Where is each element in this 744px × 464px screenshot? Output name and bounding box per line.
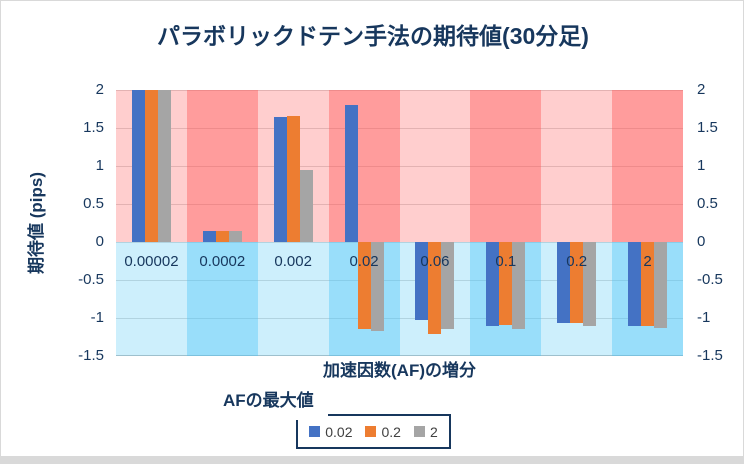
bar-series-0.2-cat-0.02 bbox=[357, 242, 371, 330]
legend-title: AFの最大値 bbox=[223, 390, 328, 420]
y-tick-label-left: 1 bbox=[95, 157, 104, 174]
y-tick-label-left: -1 bbox=[90, 309, 104, 326]
y-tick-label-left: -0.5 bbox=[78, 271, 104, 288]
y-tick-label-right: 0.5 bbox=[697, 195, 718, 212]
y-tick-label-right: -0.5 bbox=[697, 271, 723, 288]
bar-series-0.2-cat-0.06 bbox=[428, 242, 442, 334]
category-label: 0.2 bbox=[566, 253, 588, 270]
bar-series-0.02-cat-0.1 bbox=[486, 242, 500, 327]
category-label: 0.0002 bbox=[199, 253, 246, 270]
band-positive bbox=[541, 90, 613, 242]
legend-swatch-0.02 bbox=[309, 426, 321, 437]
bar-series-0.02-cat-0.02 bbox=[344, 105, 358, 242]
category-label: 2 bbox=[643, 253, 652, 270]
x-axis-title: 加速因数(AF)の増分 bbox=[323, 361, 476, 380]
gridline bbox=[116, 166, 683, 167]
bar-series-0.02-cat-0.0002 bbox=[202, 231, 216, 242]
category-label: 0.02 bbox=[349, 253, 379, 270]
bar-series-0.2-cat-0.1 bbox=[499, 242, 513, 325]
bar-series-0.2-cat-0.00002 bbox=[144, 90, 158, 242]
band-positive bbox=[186, 90, 258, 242]
band-positive bbox=[612, 90, 683, 242]
band-negative bbox=[186, 242, 258, 356]
bar-series-2-cat-0.0002 bbox=[228, 231, 242, 242]
band-positive bbox=[470, 90, 542, 242]
plot-area: 0.00002 0.0002 0.002 0.02 0.06 0.1 0.2 2 bbox=[116, 90, 683, 356]
y-tick-label-left: 0 bbox=[95, 233, 104, 250]
y-tick-label-right: -1.5 bbox=[697, 347, 723, 364]
gridline bbox=[116, 242, 683, 243]
bar-series-0.02-cat-0.2 bbox=[557, 242, 571, 324]
bar-series-2-cat-0.00002 bbox=[157, 90, 171, 242]
y-tick-label-right: 1 bbox=[697, 157, 706, 174]
bar-series-0.2-cat-0.0002 bbox=[215, 231, 229, 242]
legend-item: 0.02 bbox=[309, 424, 352, 440]
bottom-strip bbox=[1, 456, 743, 463]
legend-item: 0.2 bbox=[365, 423, 401, 440]
bar-series-2-cat-0.1 bbox=[512, 242, 526, 330]
legend-item: 2 bbox=[413, 423, 438, 440]
category-label: 0.1 bbox=[495, 253, 517, 270]
y-tick-label-right: -1 bbox=[697, 309, 711, 326]
bar-series-0.2-cat-2 bbox=[641, 242, 655, 327]
category-label: 0.00002 bbox=[124, 253, 179, 270]
y-tick-label-right: 2 bbox=[697, 81, 706, 98]
bar-series-0.2-cat-0.2 bbox=[570, 242, 584, 324]
chart-title: パラボリックドテン手法の期待値(30分足) bbox=[157, 23, 589, 49]
y-tick-label-left: 1.5 bbox=[83, 119, 104, 136]
bar-series-2-cat-0.2 bbox=[583, 242, 597, 327]
legend-swatch-2 bbox=[413, 426, 425, 437]
y-tick-label-left: -1.5 bbox=[78, 347, 104, 364]
legend-item-label: 0.2 bbox=[381, 423, 401, 440]
category-label: 0.06 bbox=[420, 253, 450, 270]
y-tick-label-right: 0 bbox=[697, 233, 706, 250]
bar-series-0.2-cat-0.002 bbox=[286, 115, 300, 242]
gridline bbox=[116, 318, 683, 319]
gridline bbox=[116, 204, 683, 205]
bar-series-2-cat-0.06 bbox=[441, 242, 455, 330]
band-negative bbox=[116, 242, 187, 356]
gridline bbox=[116, 280, 683, 281]
band-positive bbox=[328, 90, 400, 242]
gridline bbox=[116, 128, 683, 129]
y-tick-label-left: 2 bbox=[95, 81, 104, 98]
band-positive bbox=[399, 90, 471, 242]
legend-swatch-0.2 bbox=[365, 426, 377, 437]
bar-series-2-cat-0.02 bbox=[370, 242, 384, 331]
bar-series-0.02-cat-0.00002 bbox=[131, 90, 145, 242]
bar-series-0.02-cat-0.06 bbox=[415, 242, 429, 320]
gridline bbox=[116, 90, 683, 91]
bar-series-0.02-cat-0.002 bbox=[273, 116, 287, 242]
y-tick-label-right: 1.5 bbox=[697, 119, 718, 136]
y-tick-label-left: 0.5 bbox=[83, 195, 104, 212]
legend-item-label: 0.02 bbox=[325, 423, 353, 440]
gridline bbox=[116, 355, 683, 356]
bar-series-2-cat-0.002 bbox=[299, 169, 313, 242]
category-label: 0.002 bbox=[274, 253, 312, 270]
legend-item-label: 2 bbox=[429, 423, 438, 440]
band-negative bbox=[257, 242, 329, 356]
bar-series-2-cat-2 bbox=[654, 242, 668, 328]
bar-series-0.02-cat-2 bbox=[628, 242, 642, 327]
